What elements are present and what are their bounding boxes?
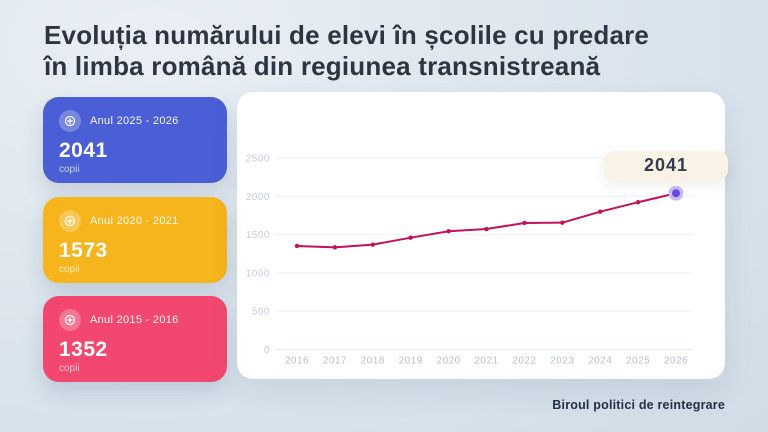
- chart-tooltip: 2041: [604, 151, 728, 187]
- x-axis-tick-label: 2021: [474, 355, 498, 366]
- chart-tooltip-value: 2041: [643, 155, 689, 175]
- x-axis-tick-label: 2026: [664, 355, 688, 366]
- y-axis-tick-label: 500: [252, 307, 270, 318]
- stat-card-value: 2041: [59, 139, 108, 162]
- x-axis-tick-label: 2019: [399, 355, 423, 366]
- stat-card-unit: copii: [59, 164, 80, 175]
- data-point-2023[interactable]: [560, 220, 565, 225]
- stat-card-value: 1573: [59, 239, 108, 262]
- stat-card-header: Anul 2025 - 2026: [59, 110, 211, 132]
- data-point-2025[interactable]: [635, 200, 641, 205]
- stat-card-period: Anul 2025 - 2026: [90, 115, 179, 127]
- y-axis-tick-label: 1000: [246, 268, 270, 279]
- y-axis-tick-label: 2000: [246, 192, 270, 203]
- page-title: Evoluția numărului de elevi în școlile c…: [44, 20, 649, 82]
- y-axis-tick-label: 2500: [246, 154, 270, 165]
- trend-line: [296, 192, 677, 249]
- data-points[interactable]: [294, 185, 684, 250]
- x-axis-tick-label: 2020: [436, 355, 460, 366]
- stat-card-2020-2021: Anul 2020 - 2021 1573 copii: [43, 197, 227, 283]
- x-axis-tick-label: 2024: [588, 355, 612, 366]
- x-axis-tick-label: 2016: [285, 355, 309, 366]
- y-axis-tick-label: 1500: [246, 230, 270, 241]
- data-point-2024[interactable]: [598, 209, 603, 214]
- data-point-2018[interactable]: [370, 242, 375, 247]
- target-plus-icon: [59, 110, 81, 132]
- stat-card-period: Anul 2015 - 2016: [90, 314, 179, 326]
- stat-card-header: Anul 2015 - 2016: [59, 309, 211, 331]
- data-point-2016[interactable]: [294, 243, 300, 249]
- title-line-1: Evoluția numărului de elevi în școlile c…: [44, 20, 650, 50]
- x-axis-tick-label: 2018: [361, 355, 385, 366]
- data-point-2017[interactable]: [332, 245, 338, 250]
- y-axis-tick-label: 0: [264, 345, 270, 356]
- data-point-2019[interactable]: [408, 235, 413, 240]
- footer-credit: Biroul politici de reintegrare: [552, 398, 725, 412]
- data-point-2020[interactable]: [446, 229, 451, 234]
- stat-card-value: 1352: [59, 338, 108, 361]
- target-plus-icon: [59, 210, 81, 232]
- target-plus-icon: [59, 309, 81, 331]
- x-axis-tick-label: 2017: [323, 355, 347, 366]
- stat-card-header: Anul 2020 - 2021: [59, 210, 211, 232]
- title-line-2: în limba română din regiunea transnistre…: [44, 51, 601, 81]
- highlight-point-2026[interactable]: [672, 189, 680, 198]
- x-axis-tick-label: 2023: [550, 355, 574, 366]
- stat-card-unit: copii: [59, 264, 80, 275]
- x-axis-tick-label: 2022: [512, 355, 536, 366]
- stat-card-unit: copii: [59, 363, 80, 374]
- data-point-2022[interactable]: [522, 220, 527, 226]
- chart-card: 0 500 1000 1500 2000 2500 2016 2017 2018 2019 2020…: [237, 92, 728, 379]
- line-chart[interactable]: 0 500 1000 1500 2000 2500 2016 2017 2018 2019 2020…: [237, 92, 725, 379]
- stat-card-period: Anul 2020 - 2021: [90, 215, 179, 227]
- stat-card-2015-2016: Anul 2015 - 2016 1352 copii: [43, 296, 227, 382]
- x-axis-tick-label: 2025: [626, 355, 650, 366]
- data-point-2021[interactable]: [484, 226, 489, 232]
- stat-card-2025-2026: Anul 2025 - 2026 2041 copii: [43, 97, 227, 183]
